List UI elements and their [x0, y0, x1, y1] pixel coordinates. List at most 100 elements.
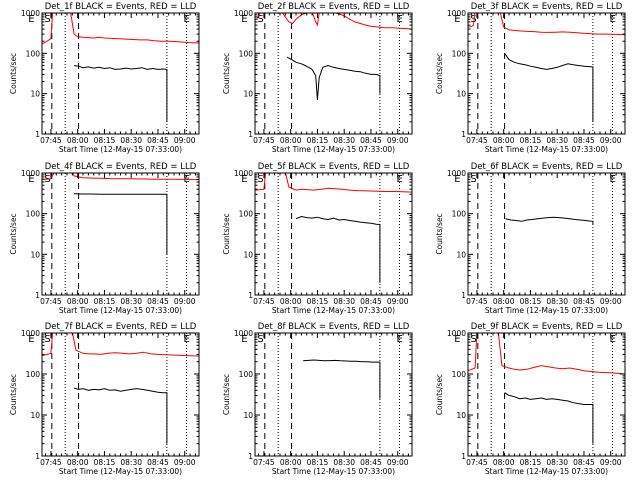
- y-tick-label: 100: [239, 370, 254, 379]
- y-tick-label: 1000: [21, 169, 40, 178]
- series-events-line: [74, 65, 168, 122]
- x-tick-label: 08:15: [520, 136, 542, 145]
- event-marker-s: S: [470, 334, 476, 345]
- chart-title: Det_5f BLACK = Events, RED = LLD: [258, 162, 410, 172]
- event-marker-e: E: [610, 334, 616, 345]
- x-tick-label: 08:00: [280, 458, 302, 467]
- x-tick-label: 07:45: [253, 297, 275, 306]
- event-marker-e: E: [28, 14, 34, 25]
- x-tick-label: 07:45: [40, 458, 62, 467]
- x-axis-label: Start Time (12-May-15 07:33:00): [272, 467, 395, 476]
- x-tick-label: 08:15: [307, 297, 329, 306]
- event-marker-e: E: [454, 334, 460, 345]
- x-tick-label: 08:00: [67, 458, 89, 467]
- chart-title: Det_7f BLACK = Events, RED = LLD: [45, 322, 197, 332]
- series-events-line: [303, 359, 381, 399]
- y-tick-label: 1000: [447, 9, 466, 18]
- event-marker-e: E: [28, 334, 34, 345]
- x-tick-label: 08:30: [546, 297, 568, 306]
- y-tick-label: 1: [35, 130, 40, 139]
- y-axis-label: Counts/sec: [222, 213, 231, 254]
- y-axis-label: Counts/sec: [222, 53, 231, 94]
- x-tick-label: 08:00: [67, 297, 89, 306]
- y-tick-label: 100: [239, 210, 254, 219]
- event-marker-e: E: [241, 174, 247, 185]
- event-marker-e: E: [454, 14, 460, 25]
- y-tick-label: 10: [243, 411, 253, 420]
- x-tick-label: 07:45: [253, 136, 275, 145]
- y-tick-label: 10: [456, 411, 466, 420]
- x-axis-label: Start Time (12-May-15 07:33:00): [272, 145, 395, 154]
- series-events-line: [286, 56, 381, 100]
- x-tick-label: 08:30: [546, 458, 568, 467]
- y-axis-label: Counts/sec: [435, 213, 444, 254]
- x-tick-label: 08:45: [360, 297, 382, 306]
- x-tick-label: 08:45: [573, 297, 595, 306]
- x-tick-label: 08:45: [147, 136, 169, 145]
- event-marker-e: E: [28, 174, 34, 185]
- series-lld-line: [468, 333, 625, 375]
- y-tick-label: 1000: [234, 9, 253, 18]
- x-tick-label: 09:00: [387, 297, 409, 306]
- x-axis-label: Start Time (12-May-15 07:33:00): [485, 306, 608, 315]
- chart-title: Det_8f BLACK = Events, RED = LLD: [258, 322, 410, 332]
- y-tick-label: 1000: [447, 329, 466, 338]
- event-marker-e: E: [241, 14, 247, 25]
- y-tick-label: 1: [461, 130, 466, 139]
- y-axis-label: Counts/sec: [435, 374, 444, 415]
- y-tick-label: 10: [30, 90, 40, 99]
- x-tick-label: 08:15: [94, 136, 116, 145]
- y-tick-label: 1: [248, 130, 253, 139]
- x-tick-label: 08:45: [360, 458, 382, 467]
- x-tick-label: 07:45: [40, 297, 62, 306]
- y-tick-label: 10: [243, 90, 253, 99]
- y-tick-label: 10: [30, 250, 40, 259]
- x-tick-label: 09:00: [174, 297, 196, 306]
- y-tick-label: 1: [248, 291, 253, 300]
- y-tick-label: 1000: [447, 169, 466, 178]
- x-tick-label: 09:00: [174, 458, 196, 467]
- x-tick-label: 08:45: [147, 458, 169, 467]
- y-tick-label: 10: [30, 411, 40, 420]
- x-tick-label: 08:30: [333, 297, 355, 306]
- x-tick-label: 08:30: [120, 458, 142, 467]
- y-tick-label: 1: [461, 452, 466, 461]
- y-tick-label: 10: [456, 250, 466, 259]
- x-tick-label: 08:00: [280, 136, 302, 145]
- y-tick-label: 1000: [21, 329, 40, 338]
- y-axis-label: Counts/sec: [9, 213, 18, 254]
- event-marker-e: E: [184, 334, 190, 345]
- event-marker-s: S: [257, 174, 263, 185]
- event-marker-e: E: [610, 174, 616, 185]
- x-axis-label: Start Time (12-May-15 07:33:00): [272, 306, 395, 315]
- event-marker-e: E: [397, 174, 403, 185]
- x-axis-label: Start Time (12-May-15 07:33:00): [59, 306, 182, 315]
- y-tick-label: 100: [26, 210, 41, 219]
- event-marker-e: E: [610, 14, 616, 25]
- y-tick-label: 1: [35, 452, 40, 461]
- y-axis-label: Counts/sec: [9, 374, 18, 415]
- series-lld-line: [42, 173, 199, 181]
- series-lld-line: [468, 13, 625, 36]
- x-tick-label: 08:45: [360, 136, 382, 145]
- x-tick-label: 08:30: [120, 297, 142, 306]
- y-tick-label: 100: [26, 49, 41, 58]
- x-axis-label: Start Time (12-May-15 07:33:00): [485, 467, 608, 476]
- y-axis-label: Counts/sec: [222, 374, 231, 415]
- x-tick-label: 08:00: [67, 136, 89, 145]
- x-tick-label: 08:30: [333, 458, 355, 467]
- event-marker-s: S: [257, 334, 263, 345]
- x-axis-label: Start Time (12-May-15 07:33:00): [59, 145, 182, 154]
- series-lld-line: [42, 333, 199, 357]
- event-marker-s: S: [470, 14, 476, 25]
- y-axis-label: Counts/sec: [435, 53, 444, 94]
- y-tick-label: 100: [452, 49, 467, 58]
- x-tick-label: 08:00: [493, 136, 515, 145]
- x-tick-label: 08:15: [94, 297, 116, 306]
